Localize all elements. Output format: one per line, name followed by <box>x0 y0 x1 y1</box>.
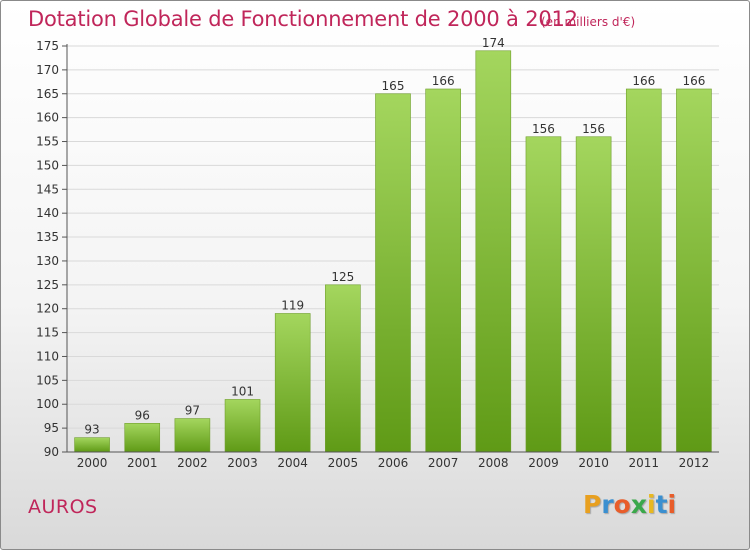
x-tick-label: 2002 <box>177 456 208 470</box>
bar-value-label: 156 <box>532 122 555 136</box>
y-tick-label: 130 <box>36 254 59 268</box>
y-tick-label: 95 <box>44 421 59 435</box>
x-tick-label: 2004 <box>277 456 308 470</box>
bar <box>676 88 712 453</box>
x-tick-label: 2000 <box>77 456 108 470</box>
chart-title: Dotation Globale de Fonctionnement de 20… <box>28 7 578 31</box>
x-tick-label: 2010 <box>578 456 609 470</box>
bar <box>575 136 612 453</box>
bar-value-label: 101 <box>231 384 254 398</box>
x-tick-label: 2006 <box>378 456 409 470</box>
y-tick-label: 175 <box>36 39 59 53</box>
bar-value-label: 166 <box>632 74 655 88</box>
y-tick-label: 110 <box>36 349 59 363</box>
bar-value-label: 125 <box>331 270 354 284</box>
bar-value-label: 166 <box>432 74 455 88</box>
y-tick-label: 115 <box>36 326 59 340</box>
x-tick-label: 2007 <box>428 456 459 470</box>
bar-value-label: 174 <box>482 36 505 50</box>
x-tick-label: 2001 <box>127 456 158 470</box>
logo-letter: i <box>667 490 677 519</box>
y-tick-label: 135 <box>36 230 59 244</box>
bar-value-label: 93 <box>84 423 99 437</box>
y-tick-label: 155 <box>36 135 59 149</box>
logo-letter: P <box>583 490 602 519</box>
x-tick-label: 2011 <box>628 456 659 470</box>
y-tick-label: 140 <box>36 206 59 220</box>
commune-name: AUROS <box>28 496 98 518</box>
bar <box>274 313 311 453</box>
bar <box>475 50 512 453</box>
logo-letter: t <box>655 490 668 519</box>
x-tick-label: 2009 <box>528 456 559 470</box>
y-tick-label: 125 <box>36 278 59 292</box>
bar-value-label: 156 <box>582 122 605 136</box>
y-tick-label: 90 <box>44 445 59 459</box>
y-tick-label: 150 <box>36 158 59 172</box>
bar <box>525 136 562 453</box>
bar <box>224 399 261 453</box>
logo-letter: r <box>601 490 614 519</box>
y-tick-label: 160 <box>36 111 59 125</box>
bar <box>174 418 211 453</box>
proxiti-logo: Proxiti <box>583 490 676 519</box>
bar <box>625 88 662 453</box>
x-tick-label: 2012 <box>679 456 710 470</box>
y-tick-label: 105 <box>36 373 59 387</box>
logo-letter: x <box>630 490 647 519</box>
bar <box>124 423 161 453</box>
x-tick-label: 2005 <box>328 456 359 470</box>
bar-value-label: 165 <box>382 79 405 93</box>
x-tick-label: 2003 <box>227 456 258 470</box>
y-tick-label: 165 <box>36 87 59 101</box>
bar-value-label: 166 <box>682 74 705 88</box>
chart-unit: (en milliers d'€) <box>541 15 636 29</box>
bar-value-label: 119 <box>281 298 304 312</box>
bar <box>425 88 461 453</box>
bar <box>375 93 411 453</box>
y-tick-label: 100 <box>36 397 59 411</box>
bar <box>74 437 110 453</box>
y-tick-label: 170 <box>36 63 59 77</box>
logo-letter: o <box>613 490 631 519</box>
bar-value-label: 96 <box>135 408 150 422</box>
bar <box>325 284 361 453</box>
bar-value-label: 97 <box>185 404 200 418</box>
y-tick-label: 145 <box>36 182 59 196</box>
y-tick-label: 120 <box>36 302 59 316</box>
x-tick-label: 2008 <box>478 456 509 470</box>
logo-letter: i <box>647 490 656 519</box>
